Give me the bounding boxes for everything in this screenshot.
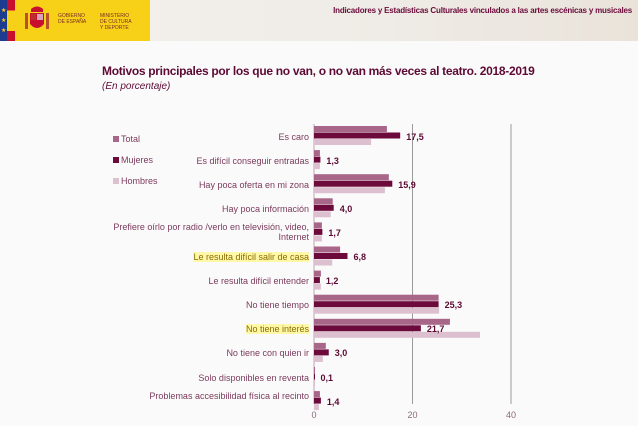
bar-mujeres xyxy=(314,228,323,235)
data-label: 17,5 xyxy=(406,131,424,142)
data-label: 6,8 xyxy=(353,252,366,262)
bar-hombres xyxy=(314,355,323,362)
category-label: Es difícil conseguir entradas xyxy=(196,155,309,166)
bar-mujeres xyxy=(314,373,315,380)
bar-total xyxy=(314,150,320,157)
bar-mujeres xyxy=(314,397,321,404)
gov-line-2: de España xyxy=(58,19,87,25)
bar-total xyxy=(314,126,387,132)
bar-total xyxy=(314,174,389,181)
bar-total xyxy=(314,294,439,301)
legend: Total Mujeres Hombres xyxy=(113,133,158,186)
chart-title: Motivos principales por los que no van, … xyxy=(102,64,535,78)
data-label: 3,0 xyxy=(334,348,348,359)
category-label: Solo disponibles en reventa xyxy=(198,372,309,383)
bar-hombres xyxy=(314,139,372,145)
legend-item-mujeres: Mujeres xyxy=(113,154,158,165)
bar-total xyxy=(314,270,321,277)
government-logo-block: ★ ★ ★ Gobierno de España Ministerio de C… xyxy=(0,0,150,41)
x-tick-label: 40 xyxy=(505,410,517,420)
category-label: Es caro xyxy=(278,131,309,142)
spain-flag-strip xyxy=(7,0,15,41)
legend-swatch-hombres xyxy=(113,177,119,184)
ministry-line-1: Ministerio xyxy=(100,13,130,19)
bar-mujeres xyxy=(314,180,393,187)
gov-line-1: Gobierno xyxy=(58,13,85,19)
data-label: 0,1 xyxy=(320,372,333,383)
category-label: No tiene con quien ir xyxy=(226,348,309,359)
bar-mujeres xyxy=(314,253,348,259)
chart-subtitle: (En porcentaje) xyxy=(102,81,171,92)
legend-swatch-total xyxy=(113,135,119,142)
category-label: No tiene interés xyxy=(245,324,309,335)
coat-of-arms-icon xyxy=(25,6,49,29)
header-banner: ★ ★ ★ Gobierno de España Ministerio de C… xyxy=(0,0,638,41)
ministry-line-2: de Cultura xyxy=(100,19,132,25)
legend-label-hombres: Hombres xyxy=(121,175,158,186)
bar-mujeres xyxy=(314,132,401,139)
bar-total xyxy=(314,318,450,325)
category-label: Problemas accesibilidad física al recint… xyxy=(149,391,309,402)
category-label: Hay poca información xyxy=(221,203,309,214)
ministry-line-3: y Deporte xyxy=(100,25,129,31)
data-label: 25,3 xyxy=(444,300,463,311)
data-label: 1,7 xyxy=(328,227,341,238)
data-label: 15,9 xyxy=(398,179,416,190)
bar-hombres xyxy=(314,259,333,266)
x-tick-label: 20 xyxy=(407,410,418,420)
star-icon: ★ xyxy=(1,28,7,34)
bar-mujeres xyxy=(314,204,334,211)
x-tick-label: 0 xyxy=(311,410,317,420)
category-label: Le resulta difícil entender xyxy=(208,276,309,287)
data-label: 1,4 xyxy=(326,396,340,407)
eu-flag-strip: ★ ★ ★ xyxy=(0,0,7,41)
bar-mujeres xyxy=(314,325,421,332)
bar-hombres xyxy=(314,331,480,338)
bar-hombres xyxy=(314,211,331,218)
ministry-text: Ministerio de Cultura y Deporte xyxy=(100,13,132,31)
header-title: Indicadores y Estadísticas Culturales vi… xyxy=(333,6,632,15)
legend-label-total: Total xyxy=(121,133,141,144)
bar-mujeres xyxy=(314,349,329,356)
bar-hombres xyxy=(314,163,320,170)
data-label: 1,2 xyxy=(325,276,339,287)
bar-total xyxy=(314,246,341,253)
data-label: 1,3 xyxy=(326,155,339,166)
bar-hombres xyxy=(314,404,319,411)
category-label: Le resulta difícil salir de casa xyxy=(193,252,309,262)
bar-mujeres xyxy=(314,277,320,284)
bar-mujeres xyxy=(314,301,439,308)
category-label: Hay poca oferta en mi zona xyxy=(198,179,309,190)
bar-total xyxy=(314,367,315,373)
gov-text: Gobierno de España xyxy=(58,13,86,25)
legend-item-total: Total xyxy=(113,133,158,144)
bar-total xyxy=(314,342,326,349)
legend-item-hombres: Hombres xyxy=(113,175,158,186)
bar-hombres xyxy=(314,235,322,242)
bar-hombres xyxy=(314,380,315,386)
bar-mujeres xyxy=(314,156,321,163)
star-icon: ★ xyxy=(1,18,7,24)
data-label: 21,7 xyxy=(426,324,445,335)
data-label: 4,0 xyxy=(339,203,353,214)
bar-total xyxy=(314,198,333,205)
category-label: Prefiere oírlo por radio /verlo en telev… xyxy=(113,222,309,243)
bar-hombres xyxy=(314,283,321,290)
bar-total xyxy=(314,391,320,398)
legend-label-mujeres: Mujeres xyxy=(121,154,154,165)
category-label: No tiene tiempo xyxy=(245,300,309,311)
bar-hombres xyxy=(314,187,385,194)
bar-total xyxy=(314,222,322,229)
star-icon: ★ xyxy=(1,8,7,14)
bar-hombres xyxy=(314,307,440,314)
legend-swatch-mujeres xyxy=(113,156,119,163)
